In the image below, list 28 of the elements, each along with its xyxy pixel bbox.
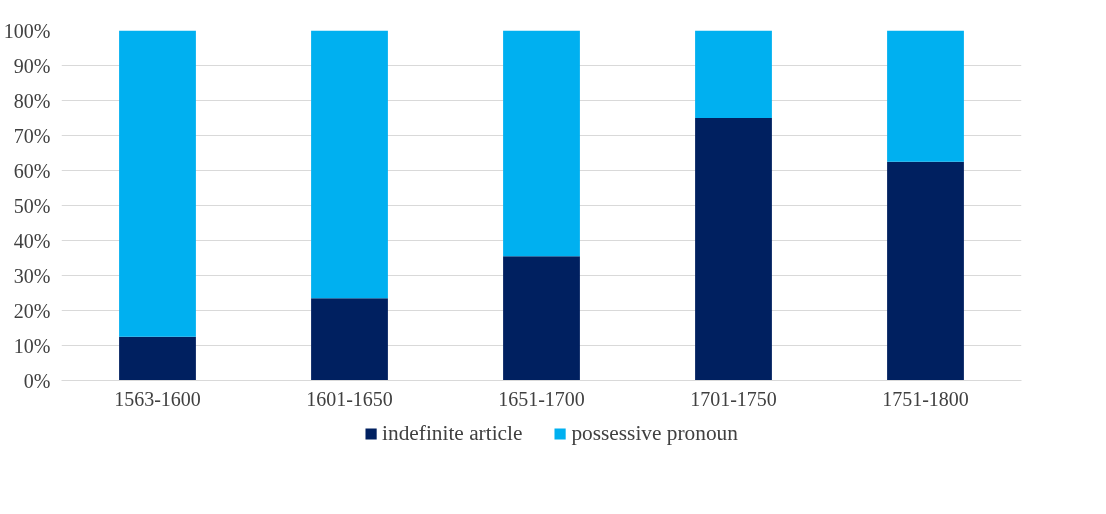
x-tick-label: 1651-1700 bbox=[498, 387, 585, 410]
bar bbox=[887, 161, 964, 381]
y-tick-label: 40% bbox=[13, 229, 51, 252]
y-tick-label: 50% bbox=[13, 194, 51, 217]
x-tick-label: 1563-1600 bbox=[114, 387, 201, 410]
bar bbox=[119, 30, 196, 337]
y-tick-label: 100% bbox=[3, 19, 51, 42]
x-tick-label: 1601-1650 bbox=[306, 387, 393, 410]
bar bbox=[311, 298, 388, 381]
legend-label: possessive pronoun bbox=[571, 420, 738, 446]
legend-label: indefinite article bbox=[382, 420, 523, 446]
y-tick-label: 0% bbox=[23, 369, 51, 392]
y-tick-label: 60% bbox=[13, 159, 51, 182]
x-tick-label: 1751-1800 bbox=[882, 387, 969, 410]
bar bbox=[503, 256, 580, 381]
bar bbox=[503, 30, 580, 257]
bar bbox=[311, 30, 388, 299]
y-tick-label: 20% bbox=[13, 299, 51, 322]
y-tick-label: 90% bbox=[13, 54, 51, 77]
y-tick-label: 30% bbox=[13, 264, 51, 287]
bar bbox=[695, 30, 772, 118]
y-tick-label: 70% bbox=[13, 124, 51, 147]
y-tick-label: 80% bbox=[13, 89, 51, 112]
bar bbox=[119, 336, 196, 381]
bar bbox=[887, 30, 964, 162]
y-tick-label: 10% bbox=[13, 334, 51, 357]
x-tick-label: 1701-1750 bbox=[690, 387, 777, 410]
bar bbox=[695, 118, 772, 381]
